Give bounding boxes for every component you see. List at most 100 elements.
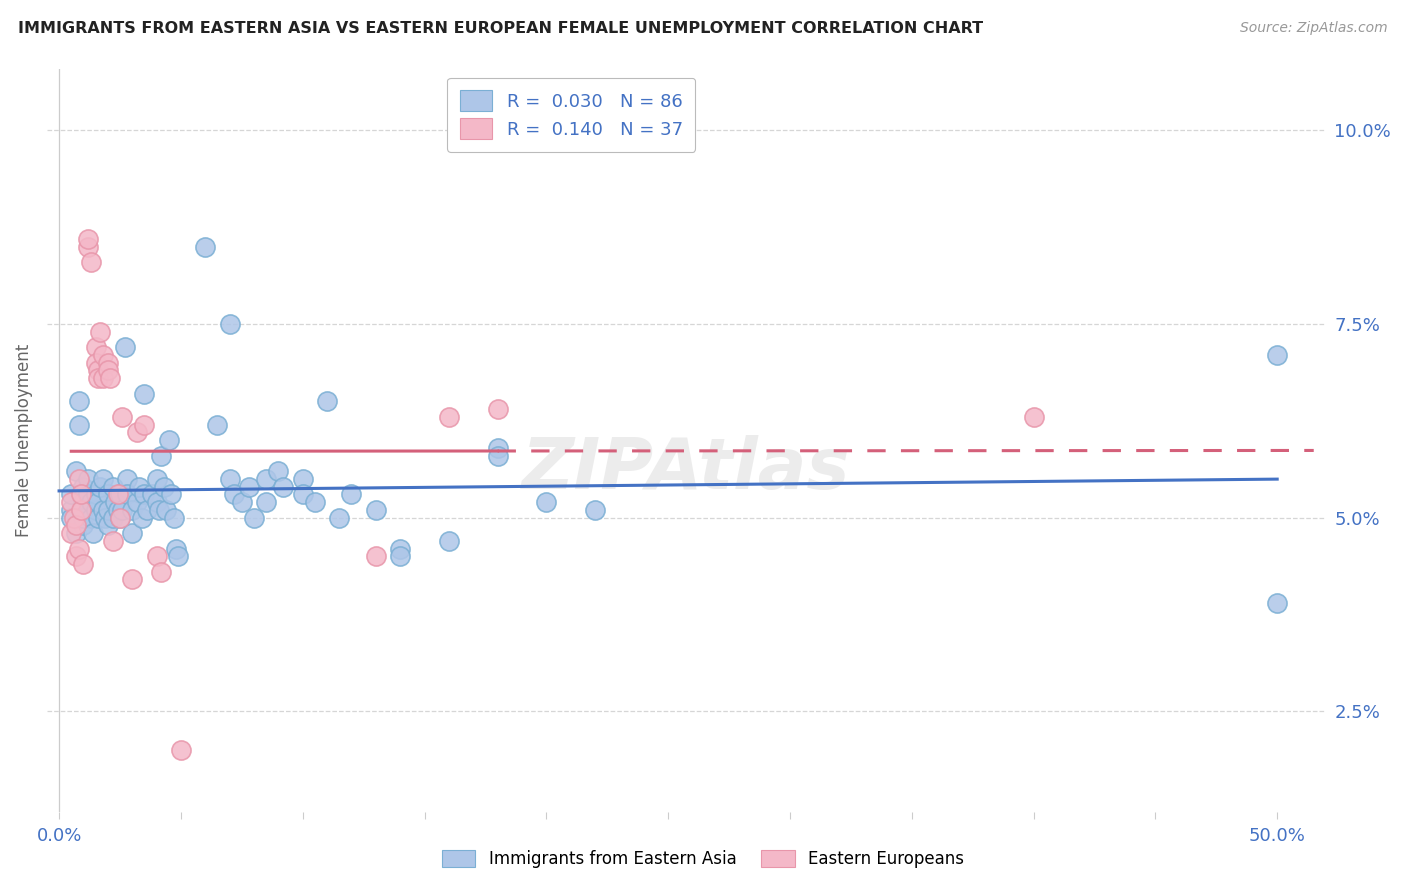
Point <box>131 510 153 524</box>
Point <box>87 510 110 524</box>
Point <box>104 495 127 509</box>
Point <box>94 510 117 524</box>
Point <box>128 479 150 493</box>
Point <box>62 510 84 524</box>
Point <box>108 510 131 524</box>
Point <box>117 472 139 486</box>
Point <box>145 549 167 564</box>
Point <box>583 503 606 517</box>
Point <box>67 417 90 432</box>
Point <box>114 340 136 354</box>
Point <box>389 549 412 564</box>
Point <box>77 487 100 501</box>
Point <box>89 325 111 339</box>
Point <box>145 472 167 486</box>
Point <box>87 371 110 385</box>
Point <box>218 317 240 331</box>
Point <box>254 472 277 486</box>
Point <box>77 472 100 486</box>
Point <box>155 503 177 517</box>
Legend: R =  0.030   N = 86, R =  0.140   N = 37: R = 0.030 N = 86, R = 0.140 N = 37 <box>447 78 696 152</box>
Point <box>60 487 83 501</box>
Point <box>150 565 173 579</box>
Point <box>304 495 326 509</box>
Point <box>153 479 176 493</box>
Point <box>97 356 120 370</box>
Point <box>194 239 217 253</box>
Point <box>72 557 94 571</box>
Point <box>65 518 87 533</box>
Point <box>271 479 294 493</box>
Point <box>67 541 90 556</box>
Point <box>97 363 120 377</box>
Point <box>60 503 83 517</box>
Point <box>89 479 111 493</box>
Legend: Immigrants from Eastern Asia, Eastern Europeans: Immigrants from Eastern Asia, Eastern Eu… <box>436 843 970 875</box>
Point <box>150 449 173 463</box>
Text: Source: ZipAtlas.com: Source: ZipAtlas.com <box>1240 21 1388 36</box>
Point <box>157 433 180 447</box>
Point <box>291 487 314 501</box>
Point <box>91 472 114 486</box>
Point <box>111 409 134 424</box>
Point <box>160 487 183 501</box>
Point <box>65 464 87 478</box>
Point <box>486 441 509 455</box>
Point <box>60 495 83 509</box>
Point <box>111 503 134 517</box>
Point <box>536 495 558 509</box>
Point <box>437 409 460 424</box>
Text: IMMIGRANTS FROM EASTERN ASIA VS EASTERN EUROPEAN FEMALE UNEMPLOYMENT CORRELATION: IMMIGRANTS FROM EASTERN ASIA VS EASTERN … <box>18 21 983 37</box>
Point <box>486 402 509 417</box>
Point <box>148 503 170 517</box>
Point <box>165 541 187 556</box>
Point <box>486 449 509 463</box>
Point <box>87 495 110 509</box>
Point <box>80 495 103 509</box>
Point <box>101 479 124 493</box>
Point <box>82 526 104 541</box>
Point <box>121 503 143 517</box>
Point <box>218 472 240 486</box>
Point <box>1022 409 1045 424</box>
Point <box>437 533 460 548</box>
Point <box>121 526 143 541</box>
Point <box>101 510 124 524</box>
Point <box>65 549 87 564</box>
Point <box>167 549 190 564</box>
Point <box>108 510 131 524</box>
Point <box>80 255 103 269</box>
Point <box>125 495 148 509</box>
Point <box>238 479 260 493</box>
Point <box>291 472 314 486</box>
Point <box>254 495 277 509</box>
Point <box>243 510 266 524</box>
Point <box>135 503 157 517</box>
Point <box>77 239 100 253</box>
Point <box>70 503 93 517</box>
Point <box>340 487 363 501</box>
Point <box>72 479 94 493</box>
Point <box>72 495 94 509</box>
Point <box>80 510 103 524</box>
Point <box>72 503 94 517</box>
Point <box>77 232 100 246</box>
Point <box>364 549 387 564</box>
Point <box>91 371 114 385</box>
Point <box>1265 348 1288 362</box>
Point <box>97 487 120 501</box>
Point <box>162 510 184 524</box>
Point <box>70 487 93 501</box>
Point <box>84 503 107 517</box>
Point <box>389 541 412 556</box>
Point <box>121 573 143 587</box>
Point <box>107 487 129 501</box>
Point <box>170 743 193 757</box>
Point <box>72 510 94 524</box>
Point <box>72 518 94 533</box>
Point <box>65 526 87 541</box>
Point <box>87 363 110 377</box>
Point <box>117 487 139 501</box>
Point <box>98 371 121 385</box>
Point <box>84 487 107 501</box>
